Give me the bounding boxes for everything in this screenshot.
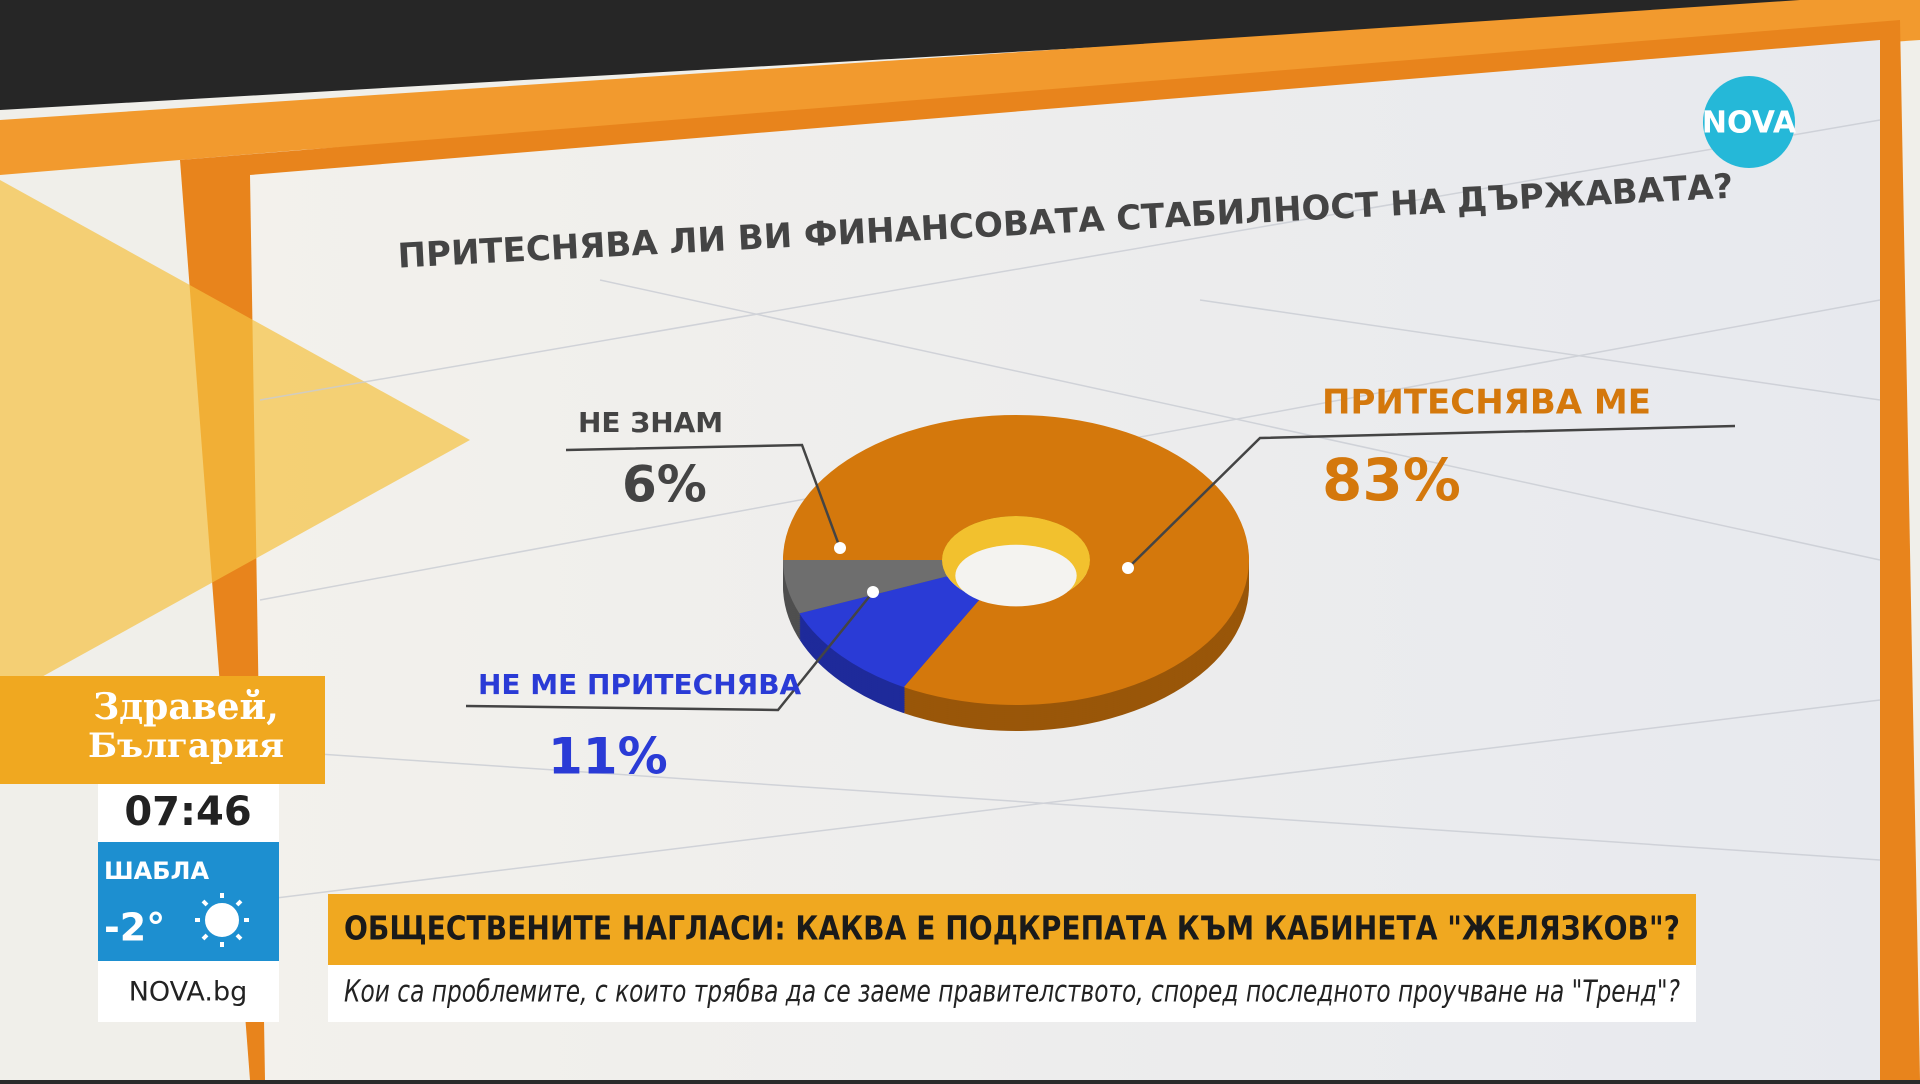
category-label: НЕ ЗНАМ [578, 406, 723, 439]
orange-band [0, 0, 1920, 175]
donut-hole [955, 544, 1077, 607]
website-box [98, 961, 279, 1022]
value-label: 83% [1322, 446, 1461, 514]
show-box [0, 676, 325, 784]
temperature: -2° [104, 906, 165, 950]
category-label: ПРИТЕСНЯВА МЕ [1322, 383, 1651, 423]
value-label: 11% [548, 728, 668, 786]
slice [799, 576, 981, 688]
clock: 07:46 [124, 789, 251, 835]
show-name: Здравей, [93, 686, 279, 728]
location: ШАБЛА [104, 857, 209, 885]
website: NOVA.bg [129, 977, 248, 1008]
leader-lines [465, 424, 1736, 712]
slice [783, 560, 948, 614]
decor-lines [259, 119, 1881, 901]
subheadline-bar [328, 965, 1696, 1022]
subheadline: Кои са проблемите, с които трябва да се … [344, 975, 1680, 1010]
show-name: България [88, 726, 284, 766]
weather-box [98, 842, 279, 961]
time-box [98, 784, 279, 842]
category-label: НЕ МЕ ПРИТЕСНЯВА [478, 668, 802, 701]
headline: ОБЩЕСТВЕНИТЕ НАГЛАСИ: КАКВА Е ПОДКРЕПАТА… [344, 909, 1680, 948]
channel-logo [1703, 76, 1795, 168]
logo-text: NOVA [1702, 106, 1797, 141]
sun-icon [195, 893, 249, 947]
value-label: 6% [622, 456, 707, 514]
donut-chart [783, 415, 1250, 731]
slice [783, 415, 1250, 705]
yellow-shape [0, 180, 470, 700]
leader-dots [834, 542, 1134, 598]
headline-bar [328, 894, 1696, 965]
